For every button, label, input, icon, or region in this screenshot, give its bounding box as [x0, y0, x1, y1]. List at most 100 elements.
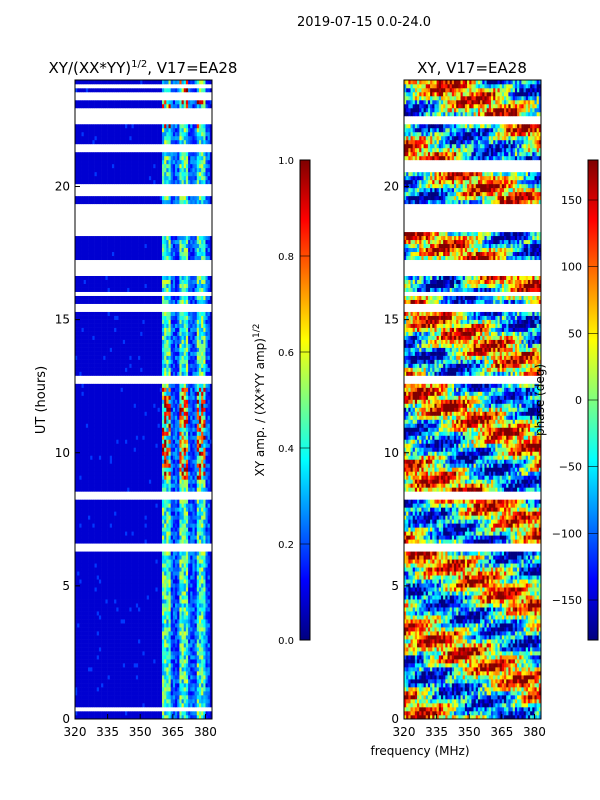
heatmap-cell: [79, 531, 82, 536]
heatmap-cell: [196, 695, 200, 700]
heatmap-cell: [177, 571, 180, 576]
heatmap-cell: [131, 615, 135, 620]
heatmap-cell: [90, 535, 93, 540]
heatmap-cell: [81, 571, 84, 576]
heatmap-cell: [185, 551, 189, 556]
heatmap-cell: [77, 599, 80, 604]
heatmap-cell: [142, 651, 145, 656]
heatmap-cell: [127, 479, 130, 484]
heatmap-cell: [172, 667, 176, 672]
heatmap-cell: [94, 407, 98, 412]
heatmap-cell: [183, 575, 187, 580]
heatmap-cell: [194, 499, 198, 504]
heatmap-cell: [153, 591, 156, 596]
heatmap-cell: [190, 415, 193, 420]
heatmap-cell: [153, 619, 156, 624]
heatmap-cell: [161, 695, 165, 700]
heatmap-cell: [81, 579, 84, 584]
heatmap-cell: [111, 499, 115, 504]
heatmap-cell: [88, 451, 91, 456]
heatmap-cell: [140, 631, 143, 636]
heatmap-cell: [94, 623, 98, 628]
heatmap-cell: [151, 483, 154, 488]
heatmap-cell: [188, 703, 191, 708]
heatmap-cell: [183, 567, 187, 572]
heatmap-cell: [192, 535, 195, 540]
heatmap-cell: [135, 671, 139, 676]
heatmap-cell: [183, 615, 187, 620]
heatmap-cell: [164, 599, 167, 604]
heatmap-cell: [120, 683, 124, 688]
heatmap-cell: [120, 475, 124, 480]
heatmap-cell: [98, 447, 102, 452]
heatmap-cell: [107, 595, 111, 600]
heatmap-cell: [201, 631, 204, 636]
heatmap-cell: [83, 555, 87, 560]
heatmap-cell: [203, 699, 206, 704]
heatmap-cell: [138, 483, 141, 488]
heatmap-cell: [79, 483, 82, 488]
heatmap-cell: [194, 587, 198, 592]
heatmap-cell: [85, 619, 89, 624]
heatmap-cell: [166, 407, 169, 412]
heatmap-cell: [140, 407, 143, 412]
heatmap-cell: [103, 715, 106, 720]
heatmap-cell: [133, 531, 137, 536]
heatmap-cell: [188, 619, 191, 624]
heatmap-cell: [98, 423, 102, 428]
heatmap-cell: [85, 439, 89, 444]
heatmap-cell: [135, 711, 139, 716]
heatmap-cell: [122, 543, 126, 548]
heatmap-cell: [194, 467, 198, 472]
heatmap-cell: [98, 687, 102, 692]
heatmap-cell: [190, 611, 193, 616]
heatmap-cell: [183, 715, 187, 720]
heatmap-cell: [101, 711, 104, 716]
heatmap-cell: [116, 587, 119, 592]
heatmap-cell: [138, 687, 141, 692]
heatmap-cell: [168, 695, 171, 700]
heatmap-cell: [107, 467, 111, 472]
heatmap-cell: [107, 491, 111, 496]
heatmap-cell: [118, 559, 121, 564]
heatmap-cell: [172, 623, 176, 628]
heatmap-cell: [133, 655, 137, 660]
heatmap-cell: [157, 663, 161, 668]
heatmap-cell: [79, 675, 82, 680]
heatmap-cell: [85, 607, 89, 612]
heatmap-cell: [209, 519, 213, 524]
heatmap-cell: [88, 583, 91, 588]
heatmap-cell: [157, 659, 161, 664]
heatmap-cell: [203, 491, 206, 496]
heatmap-cell: [196, 571, 200, 576]
heatmap-cell: [98, 523, 102, 528]
heatmap-cell: [109, 483, 113, 488]
heatmap-cell: [151, 407, 154, 412]
heatmap-cell: [75, 555, 78, 560]
heatmap-cell: [172, 647, 176, 652]
heatmap-cell: [103, 563, 106, 568]
heatmap-cell: [77, 559, 80, 564]
heatmap-cell: [157, 683, 161, 688]
heatmap-cell: [209, 403, 213, 408]
heatmap-cell: [79, 575, 82, 580]
heatmap-cell: [196, 591, 200, 596]
heatmap-cell: [111, 571, 115, 576]
heatmap-cell: [185, 675, 189, 680]
heatmap-cell: [177, 579, 180, 584]
heatmap-cell: [77, 499, 80, 504]
heatmap-cell: [209, 679, 213, 684]
heatmap-cell: [146, 631, 150, 636]
heatmap-cell: [98, 507, 102, 512]
heatmap-cell: [107, 615, 111, 620]
heatmap-cell: [155, 479, 158, 484]
heatmap-cell: [125, 439, 128, 444]
heatmap-cell: [175, 671, 178, 676]
heatmap-cell: [159, 711, 163, 716]
heatmap-cell: [181, 679, 185, 684]
heatmap-cell: [114, 711, 117, 716]
heatmap-cell: [166, 487, 169, 492]
heatmap-cell: [79, 615, 82, 620]
heatmap-cell: [109, 607, 113, 612]
heatmap-cell: [175, 659, 178, 664]
